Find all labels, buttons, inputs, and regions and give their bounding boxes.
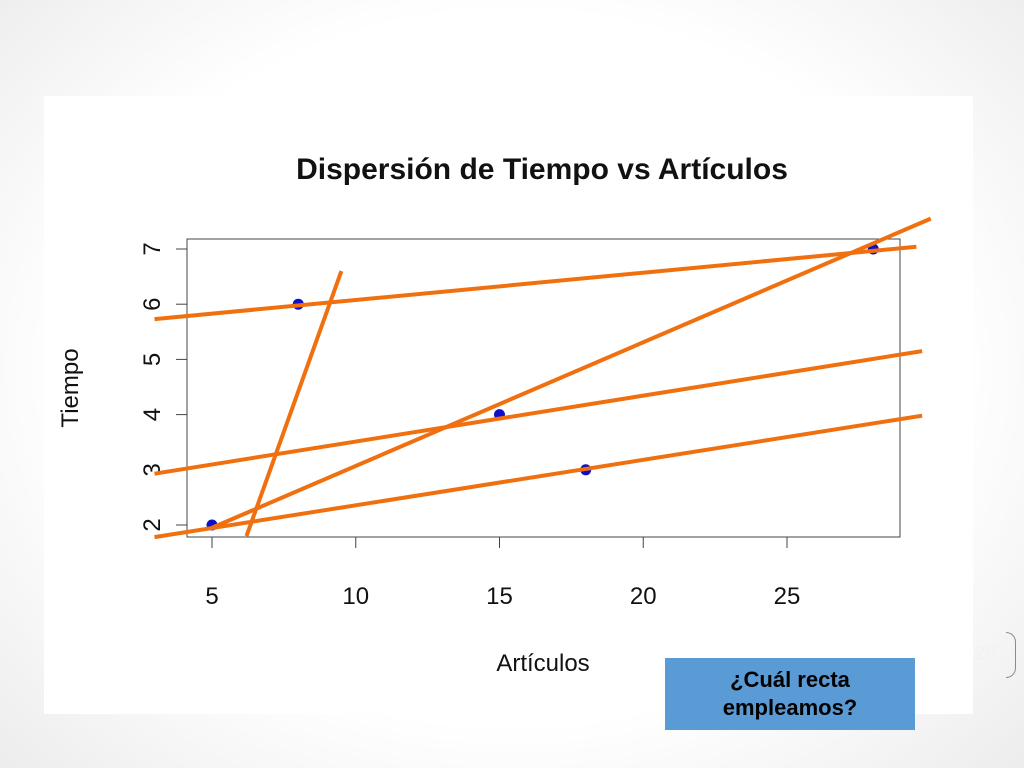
x-tick-label: 15 [486,583,513,610]
plot-panel: Dispersión de Tiempo vs Artículos 5 10 15 2… [44,96,973,714]
question-line-1: ¿Cuál recta [730,667,850,692]
question-line-2: empleamos? [722,695,858,720]
y-tick-label: 7 [139,242,166,255]
candidate-line [211,216,932,530]
y-tick-label: 2 [139,518,166,531]
x-tick-label: 10 [342,583,369,610]
x-axis: 5 10 15 20 25 [205,536,801,610]
y-tick-label: 6 [139,298,166,311]
candidate-line [154,244,917,322]
lines-layer [154,216,932,540]
question-box: ¿Cuál recta empleamos? [665,658,915,730]
chart-title: Dispersión de Tiempo vs Artículos [296,153,788,186]
y-tick-label: 5 [139,353,166,366]
scatter-chart: Dispersión de Tiempo vs Artículos 5 10 15 2… [57,153,932,677]
x-tick-label: 5 [205,583,218,610]
y-tick-label: 4 [139,408,166,421]
candidate-line [244,270,344,537]
y-axis-label: Tiempo [57,348,84,427]
slide-number: 28 [974,643,996,664]
slide-number-bracket [1006,632,1016,678]
candidate-line [154,413,923,540]
x-tick-label: 20 [630,583,657,610]
candidate-line [154,349,923,476]
x-tick-label: 25 [774,583,801,610]
x-axis-label: Artículos [496,650,589,677]
